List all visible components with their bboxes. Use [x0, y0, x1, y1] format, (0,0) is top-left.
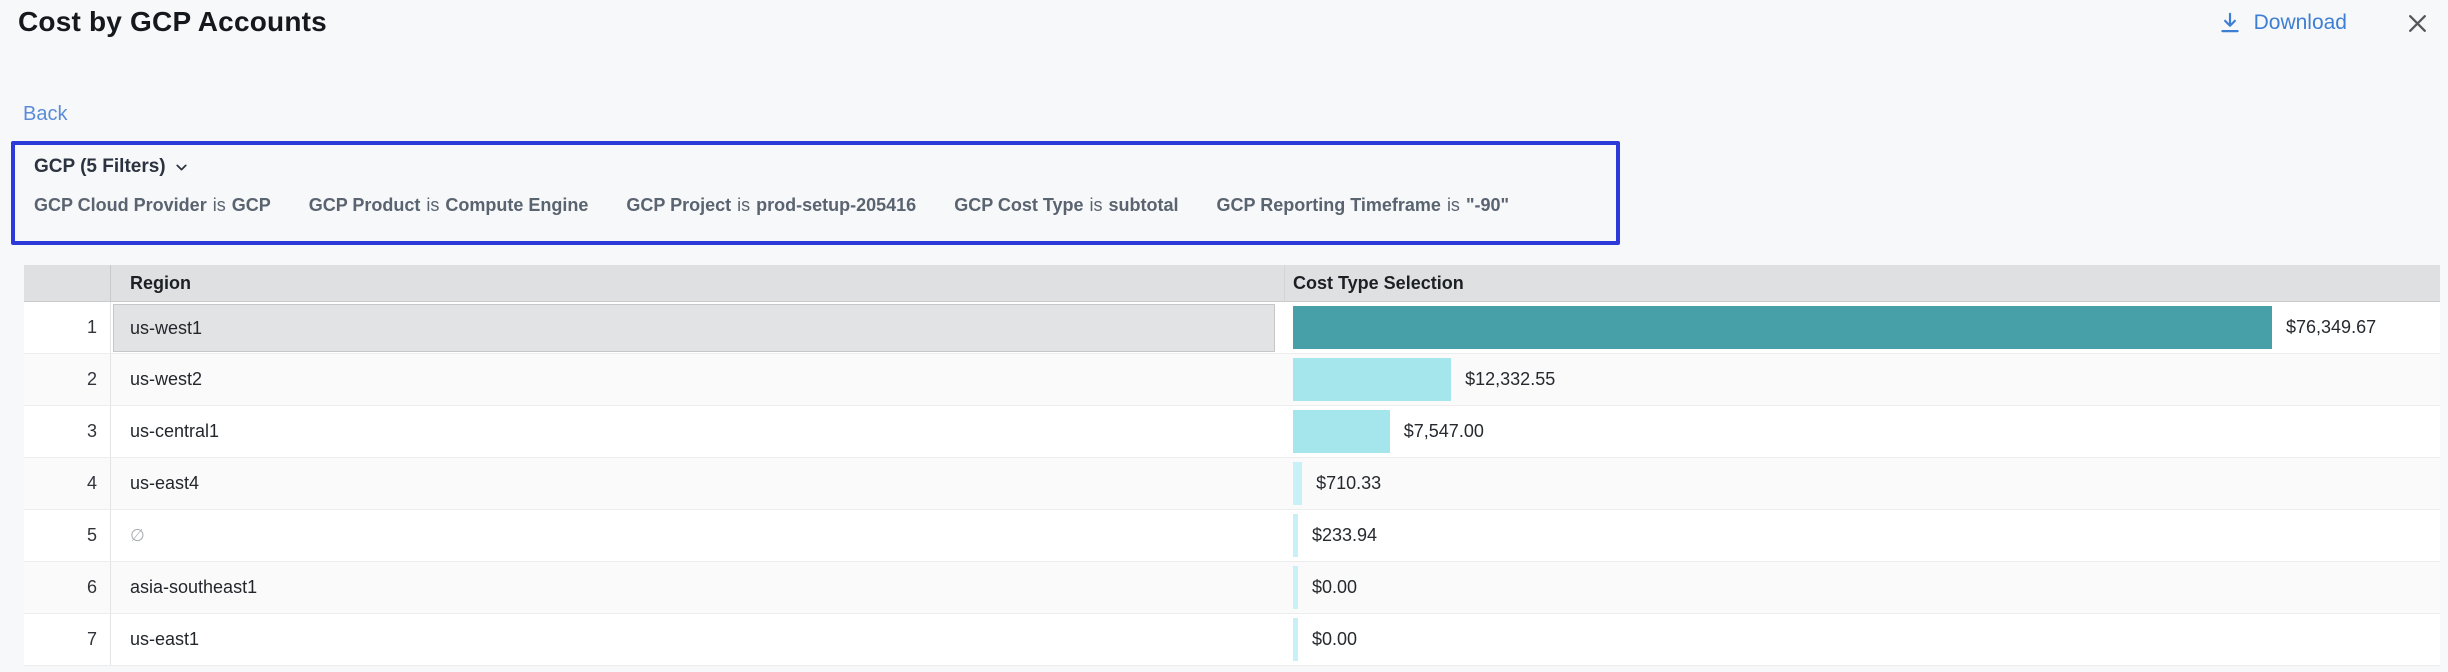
filter-summary-label: GCP (5 Filters)	[34, 156, 166, 177]
region-label: us-west2	[130, 369, 203, 389]
row-index: 2	[24, 354, 111, 405]
cost-bar	[1293, 462, 1303, 505]
row-index: 1	[24, 302, 111, 353]
cost-bar	[1293, 514, 1298, 557]
cost-value: $0.00	[1312, 629, 1358, 649]
table-row[interactable]: 7 us-east1 $0.00	[24, 614, 2440, 666]
cost-value: $76,349.67	[2286, 317, 2377, 337]
cost-bar	[1293, 566, 1298, 609]
table-row[interactable]: 4 us-east4 $710.33	[24, 458, 2440, 510]
filter-value: "-90"	[1465, 195, 1510, 215]
download-label: Download	[2253, 11, 2347, 34]
cost-table: Region Cost Type Selection 1 us-west1 $7…	[24, 265, 2440, 666]
cost-cell: $7,547.00	[1285, 406, 2440, 457]
close-button[interactable]	[2405, 11, 2430, 36]
region-label: asia-southeast1	[130, 577, 258, 597]
region-label: ∅	[130, 525, 145, 545]
filter-condition: GCP Product is Compute Engine	[309, 195, 589, 216]
row-index: 4	[24, 458, 111, 509]
region-cell[interactable]: us-west2	[111, 354, 1285, 405]
column-header-cost-type-selection[interactable]: Cost Type Selection	[1293, 272, 1464, 293]
filter-field: GCP Product	[308, 195, 421, 215]
region-label: us-west1	[113, 304, 1275, 352]
cost-value: $233.94	[1312, 525, 1378, 545]
column-header-index	[24, 265, 111, 301]
close-icon	[2405, 11, 2430, 36]
filter-condition: GCP Reporting Timeframe is "-90"	[1217, 195, 1509, 216]
region-label: us-east4	[130, 473, 200, 493]
table-header-row: Region Cost Type Selection	[24, 265, 2440, 302]
row-index: 5	[24, 510, 111, 561]
cost-value: $7,547.00	[1403, 421, 1484, 441]
region-label: us-east1	[130, 629, 200, 649]
header-actions: Download	[2217, 10, 2430, 36]
filter-value: GCP	[231, 195, 271, 215]
cost-cell: $233.94	[1285, 510, 2440, 561]
region-cell[interactable]: ∅	[111, 510, 1285, 561]
region-cell[interactable]: us-west1	[111, 302, 1285, 353]
filter-field: GCP Cost Type	[954, 195, 1084, 215]
filter-operator: is	[212, 195, 226, 215]
back-link[interactable]: Back	[23, 103, 68, 125]
chevron-down-icon	[173, 159, 190, 176]
cost-bar	[1293, 410, 1390, 453]
row-index: 3	[24, 406, 111, 457]
cost-bar	[1293, 618, 1298, 661]
filter-highlight-box: GCP (5 Filters) GCP Cloud Provider is GCP …	[11, 141, 1620, 245]
filter-operator: is	[1446, 195, 1460, 215]
cost-cell: $76,349.67	[1285, 302, 2440, 353]
download-icon	[2217, 10, 2243, 36]
cost-value: $0.00	[1312, 577, 1358, 597]
cost-cell: $710.33	[1285, 458, 2440, 509]
download-button[interactable]: Download	[2217, 10, 2347, 36]
page-title: Cost by GCP Accounts	[18, 6, 327, 37]
region-cell[interactable]: us-east4	[111, 458, 1285, 509]
filter-value: prod-setup-205416	[756, 195, 917, 215]
filter-condition: GCP Cost Type is subtotal	[954, 195, 1178, 216]
region-cell[interactable]: asia-southeast1	[111, 562, 1285, 613]
cost-cell: $0.00	[1285, 614, 2440, 665]
filter-value: Compute Engine	[445, 195, 589, 215]
filter-operator: is	[737, 195, 751, 215]
filter-value: subtotal	[1108, 195, 1179, 215]
cost-bar	[1293, 306, 2272, 349]
filter-condition: GCP Project is prod-setup-205416	[626, 195, 916, 216]
region-label: us-central1	[130, 421, 220, 441]
filter-condition: GCP Cloud Provider is GCP	[34, 195, 271, 216]
table-row[interactable]: 1 us-west1 $76,349.67	[24, 302, 2440, 354]
filter-field: GCP Cloud Provider	[34, 195, 207, 215]
region-cell[interactable]: us-east1	[111, 614, 1285, 665]
filter-operator: is	[1089, 195, 1103, 215]
region-cell[interactable]: us-central1	[111, 406, 1285, 457]
filter-list: GCP Cloud Provider is GCP GCP Product is Com…	[34, 195, 1616, 216]
table-row[interactable]: 6 asia-southeast1 $0.00	[24, 562, 2440, 614]
table-row[interactable]: 3 us-central1 $7,547.00	[24, 406, 2440, 458]
filter-field: GCP Project	[626, 195, 732, 215]
column-header-region[interactable]: Region	[111, 265, 1285, 301]
cost-bar	[1293, 358, 1452, 401]
table-row[interactable]: 2 us-west2 $12,332.55	[24, 354, 2440, 406]
table-row[interactable]: 5 ∅ $233.94	[24, 510, 2440, 562]
cost-value: $12,332.55	[1465, 369, 1556, 389]
cost-cell: $0.00	[1285, 562, 2440, 613]
table-body: 1 us-west1 $76,349.67 2 us-west2 $12,332…	[24, 302, 2440, 666]
filter-field: GCP Reporting Timeframe	[1216, 195, 1441, 215]
cost-value: $710.33	[1316, 473, 1382, 493]
filter-operator: is	[426, 195, 440, 215]
cost-cell: $12,332.55	[1285, 354, 2440, 405]
row-index: 6	[24, 562, 111, 613]
filter-summary-toggle[interactable]: GCP (5 Filters)	[34, 156, 190, 178]
row-index: 7	[24, 614, 111, 665]
